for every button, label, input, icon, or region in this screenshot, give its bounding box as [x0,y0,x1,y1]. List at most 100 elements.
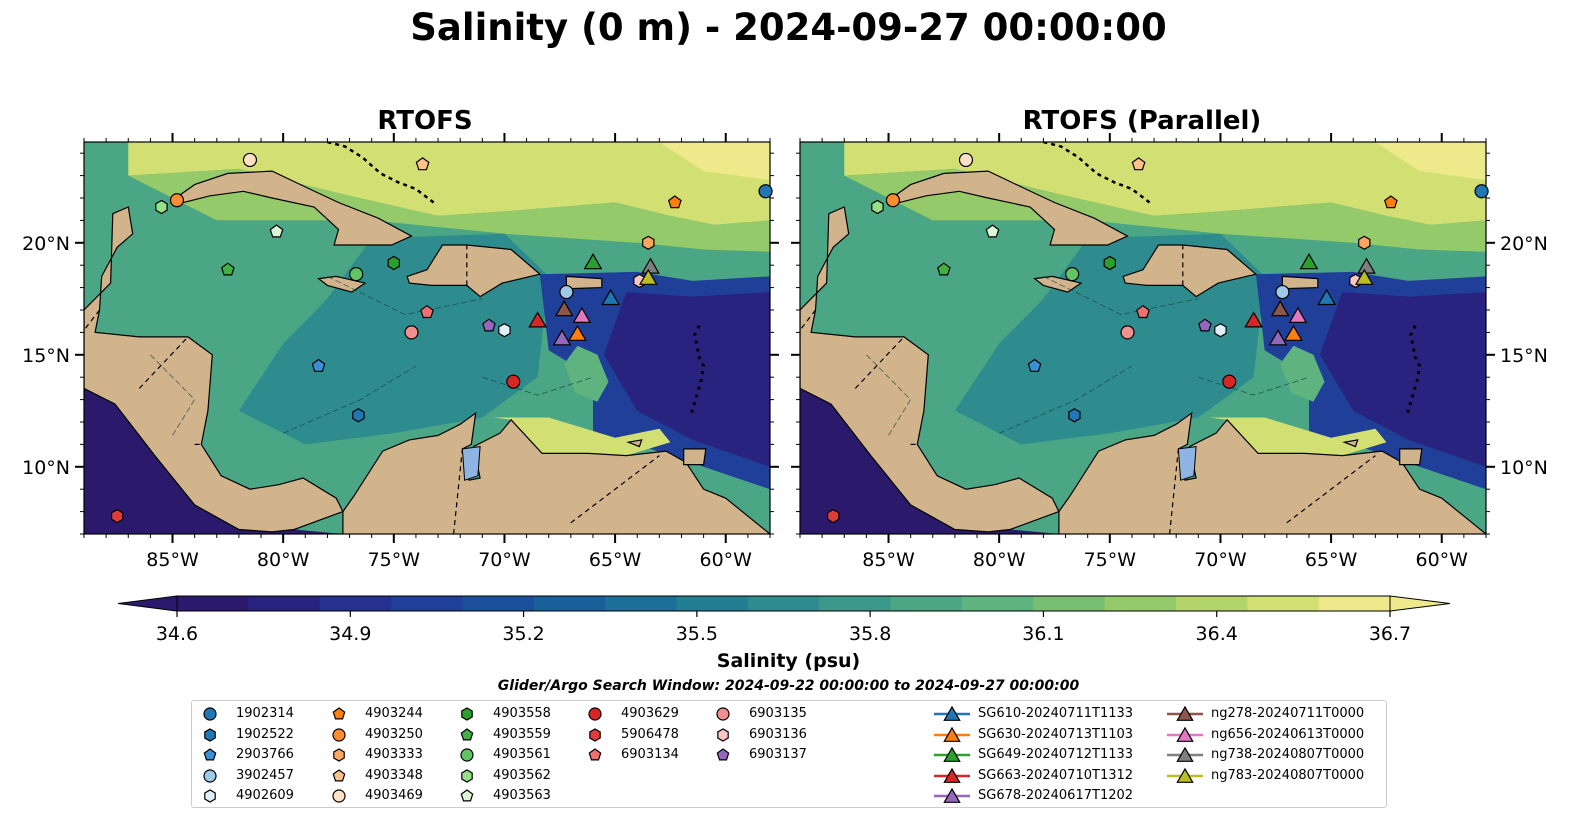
hexagon-marker-icon [333,748,345,762]
legend-label: 3902457 [236,767,294,783]
salinity-band-venezuela-shelf [493,417,671,456]
lon-tick-label: 85°W [146,549,199,571]
colorbar-segment [747,596,820,611]
colorbar-extend-high [1389,595,1451,612]
land-central [800,206,1060,533]
circle-marker-icon [716,707,730,721]
triangle-marker-icon [1167,726,1203,742]
land-hispaniola [1122,244,1258,298]
legend-label: SG610-20240711T1133 [978,706,1134,721]
obs-marker-4903559 [220,262,235,276]
colorbar-segment [248,596,321,611]
lon-tick-label: 65°W [589,549,642,571]
isobath-1000m-0 [866,354,912,436]
lon-tick-label: 80°W [257,549,310,571]
obs-marker-5906478 [826,508,840,524]
border-line-4 [570,455,660,524]
legend-marker [460,789,474,802]
colorbar-segment [533,596,606,611]
legend-marker [1176,746,1194,763]
legend-marker [943,705,961,721]
obs-marker-5906478 [110,508,124,524]
legend-marker [588,707,602,721]
obs-marker-4903561 [1065,267,1080,282]
obs-marker-6903137 [1198,318,1212,332]
legend-label: ng656-20240613T0000 [1211,726,1365,742]
colorbar-tick-label: 35.5 [676,623,718,645]
salinity-band-eastern-core [604,292,770,467]
legend-label: 4903333 [365,747,423,763]
hexagon-marker-icon [717,727,729,742]
legend-marker [943,726,961,742]
salinity-band-cuba-shelf [128,142,770,225]
colorbar-tick-label: 36.7 [1369,623,1411,645]
land-margarita [1342,439,1359,448]
legend-marker [1176,705,1194,721]
obs-marker-4903561 [349,267,364,282]
obs-marker-SG630-20240713T1103 [1284,324,1303,341]
legend-marker [460,748,474,762]
lake-maracaibo [461,446,481,481]
legend-marker [717,727,729,742]
legend-marker [204,789,216,804]
land-hispaniola [406,244,542,298]
legend-label: 4903558 [493,706,551,721]
colorbar-segment [462,596,535,611]
legend-marker [716,748,730,761]
lat-tick-label: 15°N [22,345,70,367]
obs-marker-4903469 [242,152,258,168]
legend-marker [203,748,217,761]
lat-tick-label: 10°N [22,457,70,479]
legend-label: SG630-20240713T1103 [978,726,1134,742]
salinity-band-venezuela-shelf [1209,417,1387,456]
lake-maracaibo [1177,446,1197,481]
obs-marker-1902522 [352,408,365,423]
lon-tick-label: 75°W [368,549,421,571]
obs-marker-ng783-20240807T0000 [1354,268,1374,285]
legend-label: ng783-20240807T0000 [1211,767,1365,783]
obs-marker-4903629 [506,374,521,389]
pentagon-marker-icon [716,748,730,761]
legend-label: 5906478 [621,726,679,742]
obs-marker-2903766 [311,358,326,372]
triangle-marker-icon [1167,767,1203,783]
legend-marker [461,707,473,721]
lon-tick-label: 75°W [1084,549,1137,571]
legend-marker [943,746,961,763]
border-line-4 [1286,455,1376,524]
legend: 1902314 1902522 2903766 3902457 4902609 49032… [191,700,1387,808]
obs-marker-6903134 [420,304,434,319]
land-puertorico [1281,275,1319,290]
triangle-marker-icon [934,705,970,721]
legend-label: 4903244 [365,706,423,721]
obs-marker-4903348 [415,157,430,171]
salinity-band-eastern-core [1320,292,1486,467]
obs-marker-6903135 [1120,325,1135,340]
obs-marker-4903348 [1131,157,1146,171]
border-line-1 [138,336,189,389]
colorbar-segment [819,596,892,611]
obs-marker-SG610-20240711T1133 [1317,288,1337,306]
legend-label: 6903137 [749,747,807,763]
legend-marker [461,769,473,783]
legend-marker [332,727,346,742]
map-panel-rtofs-parallel: 85°W 80°W 75°W 70°W 65°W 60°W 20°N 15°N 10°N [791,133,1548,571]
legend-marker [589,727,601,742]
map-figure: 85°W 80°W 75°W 70°W 65°W 60°W20°N15°N10°N 85°W… [22,133,1548,645]
legend-label: 4903629 [621,706,679,721]
triangle-marker-icon [934,788,970,804]
salinity-band-green-tongue [564,345,609,402]
border-line-1 [854,336,905,389]
obs-marker-ng278-20240711T0000 [554,299,574,317]
obs-marker-4903250 [885,193,901,208]
legend-marker [203,707,217,721]
pentagon-marker-icon [332,769,346,782]
colorbar-segment [1104,596,1177,611]
map-panel-rtofs: 85°W 80°W 75°W 70°W 65°W 60°W 20°N 15°N 10°N [22,133,779,571]
land-central [84,206,344,533]
isobath-1000m-2 [999,365,1133,434]
obs-marker-3902457 [559,284,574,300]
obs-marker-4903250 [169,193,185,208]
lesser-antilles [1404,325,1422,418]
legend-label: 2903766 [236,747,294,763]
